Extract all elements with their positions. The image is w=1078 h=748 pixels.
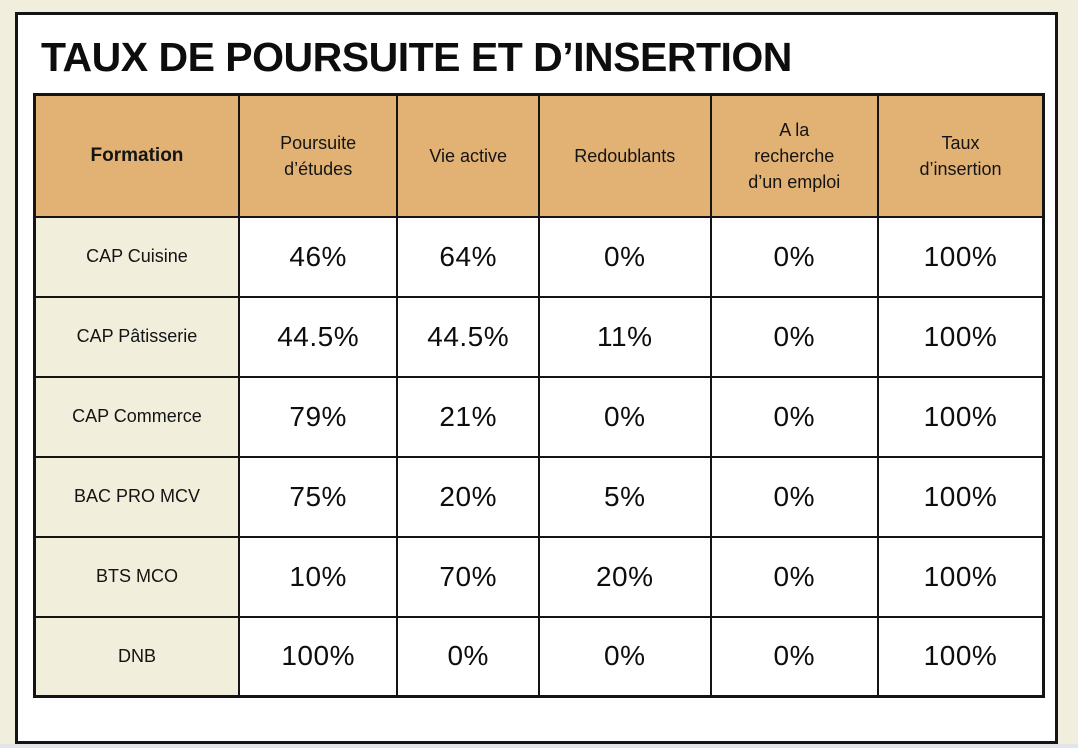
column-header-poursuite-etudes: Poursuite d’études [237, 93, 399, 218]
row-label: BAC PRO MCV [33, 455, 240, 538]
table-row-bts-mco: BTS MCO 10% 70% 20% 0% 100% [33, 535, 1045, 618]
table-cell: 100% [876, 615, 1045, 698]
page-title: TAUX DE POURSUITE ET D’INSERTION [41, 34, 792, 80]
row-label: CAP Pâtisserie [33, 295, 240, 378]
table-cell: 11% [537, 295, 712, 378]
row-label: DNB [33, 615, 240, 698]
table-row-cap-commerce: CAP Commerce 79% 21% 0% 0% 100% [33, 375, 1045, 458]
table-cell: 44.5% [396, 295, 540, 378]
table-cell: 0% [709, 455, 879, 538]
table-cell: 21% [396, 375, 540, 458]
table-cell: 0% [537, 375, 712, 458]
table-cell: 0% [537, 615, 712, 698]
table-cell: 0% [709, 615, 879, 698]
table-cell: 44.5% [237, 295, 399, 378]
column-header-recherche-emploi: A la recherche d’un emploi [709, 93, 879, 218]
table-row-dnb: DNB 100% 0% 0% 0% 100% [33, 615, 1045, 698]
table-cell: 100% [876, 375, 1045, 458]
row-label: CAP Commerce [33, 375, 240, 458]
row-label: BTS MCO [33, 535, 240, 618]
table-row-bac-pro-mcv: BAC PRO MCV 75% 20% 5% 0% 100% [33, 455, 1045, 538]
table-cell: 64% [396, 215, 540, 298]
table-cell: 0% [709, 295, 879, 378]
table-cell: 20% [396, 455, 540, 538]
column-header-redoublants: Redoublants [537, 93, 712, 218]
rates-table: Formation Poursuite d’études Vie active … [33, 93, 1045, 699]
table-cell: 5% [537, 455, 712, 538]
table-cell: 0% [537, 215, 712, 298]
table-row-cap-patisserie: CAP Pâtisserie 44.5% 44.5% 11% 0% 100% [33, 295, 1045, 378]
table-cell: 79% [237, 375, 399, 458]
table-cell: 0% [396, 615, 540, 698]
table-cell: 100% [237, 615, 399, 698]
column-header-taux-insertion: Taux d’insertion [876, 93, 1045, 218]
row-label: CAP Cuisine [33, 215, 240, 298]
table-header-row: Formation Poursuite d’études Vie active … [33, 93, 1045, 218]
slide-card: TAUX DE POURSUITE ET D’INSERTION Formati… [15, 12, 1058, 744]
column-header-vie-active: Vie active [396, 93, 540, 218]
table-cell: 0% [709, 215, 879, 298]
column-header-formation: Formation [33, 93, 240, 218]
table-cell: 100% [876, 535, 1045, 618]
bottom-viewport-strip [0, 744, 1078, 748]
table-cell: 75% [237, 455, 399, 538]
table-cell: 100% [876, 215, 1045, 298]
table-cell: 0% [709, 535, 879, 618]
table-cell: 20% [537, 535, 712, 618]
table-cell: 100% [876, 295, 1045, 378]
table-row-cap-cuisine: CAP Cuisine 46% 64% 0% 0% 100% [33, 215, 1045, 298]
table-cell: 100% [876, 455, 1045, 538]
table-cell: 0% [709, 375, 879, 458]
table-cell: 10% [237, 535, 399, 618]
table-cell: 46% [237, 215, 399, 298]
table-cell: 70% [396, 535, 540, 618]
